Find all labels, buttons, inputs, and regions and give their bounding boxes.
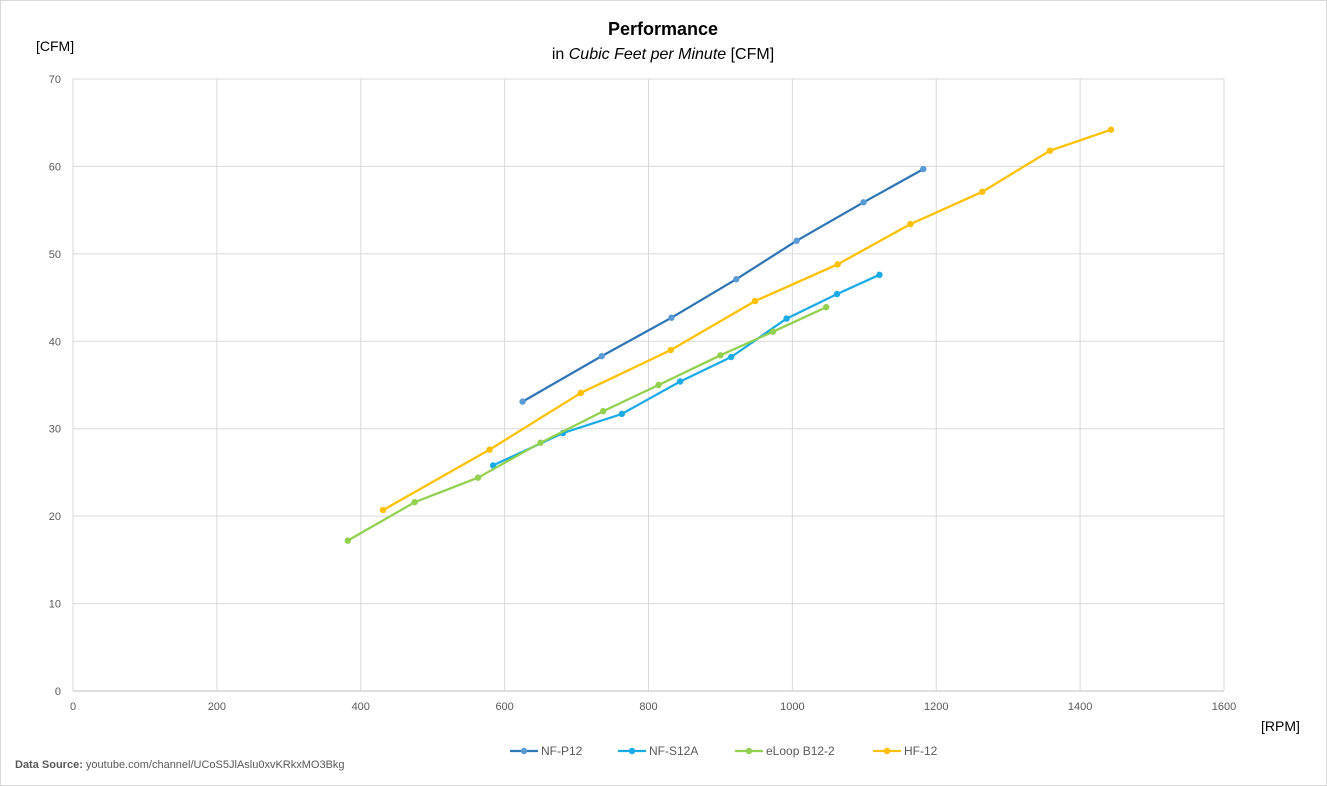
- chart-subtitle: in Cubic Feet per Minute [CFM]: [552, 46, 774, 63]
- legend-item-hf-12: HF-12: [873, 744, 938, 758]
- series-nf-s12a: [489, 271, 883, 469]
- data-point-eloop-b12-2: [655, 381, 662, 389]
- data-point-nf-p12: [860, 199, 867, 206]
- x-tick-label: 400: [352, 701, 370, 713]
- data-point-nf-s12a: [489, 462, 497, 469]
- data-point-hf-12: [486, 446, 493, 453]
- data-point-eloop-b12-2: [599, 408, 607, 415]
- data-point-eloop-b12-2: [537, 439, 544, 446]
- series-eloop-b12-2: [344, 303, 830, 544]
- tick-labels: 0 10 20 30 40 50 60 70 0 200 400 600 800 1000 1200 1400…: [49, 74, 1236, 713]
- x-tick-label: 800: [639, 701, 657, 713]
- data-point-eloop-b12-2: [717, 352, 724, 359]
- y-tick-label: 30: [49, 424, 61, 436]
- y-tick-label: 70: [49, 74, 61, 86]
- legend-item-nf-s12a: NF-S12A: [618, 744, 698, 758]
- legend-label: NF-P12: [541, 744, 583, 758]
- x-axis-unit-label: [RPM]: [1261, 718, 1300, 734]
- y-tick-label: 10: [49, 599, 61, 611]
- gridlines: [72, 78, 1225, 692]
- x-tick-label: 1400: [1068, 701, 1092, 713]
- y-tick-label: 40: [49, 336, 61, 348]
- data-point-nf-p12: [668, 314, 675, 321]
- x-tick-label: 600: [495, 701, 513, 713]
- legend-swatch-marker: [745, 747, 753, 755]
- series-lines: [344, 126, 1115, 544]
- data-point-eloop-b12-2: [474, 474, 482, 481]
- data-source-text: youtube.com/channel/UCoS5JlAslu0xvKRkxMO…: [83, 759, 345, 771]
- legend-label: NF-S12A: [649, 744, 698, 758]
- data-point-hf-12: [1107, 126, 1115, 133]
- data-point-eloop-b12-2: [769, 328, 777, 335]
- x-tick-label: 1000: [780, 701, 804, 713]
- x-tick-label: 1200: [924, 701, 948, 713]
- data-source-label: Data Source:: [15, 759, 83, 771]
- data-point-nf-s12a: [876, 271, 883, 279]
- data-point-nf-s12a: [618, 410, 626, 418]
- data-point-hf-12: [751, 297, 759, 305]
- legend-swatch-marker: [520, 747, 528, 755]
- data-source-note: Data Source: youtube.com/channel/UCoS5Jl…: [15, 759, 345, 771]
- data-point-hf-12: [907, 220, 914, 228]
- legend-item-eloop-b12-2: eLoop B12-2: [735, 744, 835, 758]
- x-tick-label: 0: [70, 701, 76, 713]
- legend-swatch-marker: [883, 747, 891, 755]
- y-tick-label: 60: [49, 161, 61, 173]
- data-point-hf-12: [834, 261, 841, 268]
- x-tick-label: 200: [208, 701, 226, 713]
- data-point-nf-p12: [920, 165, 927, 173]
- chart-title: Performance: [608, 19, 718, 39]
- y-tick-label: 20: [49, 511, 61, 523]
- y-axis-unit-label: [CFM]: [36, 38, 74, 54]
- data-point-hf-12: [577, 389, 585, 397]
- legend-label: eLoop B12-2: [766, 744, 835, 758]
- data-point-hf-12: [379, 506, 387, 514]
- data-point-nf-s12a: [676, 378, 684, 385]
- data-point-nf-p12: [598, 352, 605, 360]
- data-point-nf-s12a: [728, 353, 735, 361]
- data-point-hf-12: [1046, 147, 1054, 154]
- chart-subtitle-suffix: [CFM]: [726, 46, 774, 63]
- legend: NF-P12 NF-S12A eLoop B12-2 HF-12: [510, 744, 938, 758]
- x-tick-label: 1600: [1212, 701, 1236, 713]
- data-point-nf-p12: [793, 237, 800, 244]
- data-point-hf-12: [979, 188, 986, 195]
- series-hf-12: [379, 126, 1115, 514]
- chart-subtitle-italic: Cubic Feet per Minute: [569, 46, 727, 63]
- data-point-nf-s12a: [833, 290, 841, 298]
- chart-subtitle-prefix: in: [552, 46, 569, 63]
- series-line-hf-12: [382, 128, 1112, 511]
- legend-item-nf-p12: NF-P12: [510, 744, 583, 758]
- legend-label: HF-12: [904, 744, 938, 758]
- data-point-nf-p12: [733, 276, 740, 283]
- legend-swatch-marker: [628, 747, 636, 755]
- data-point-nf-p12: [519, 398, 526, 405]
- y-tick-label: 50: [49, 249, 61, 261]
- data-point-eloop-b12-2: [344, 537, 352, 544]
- data-point-hf-12: [667, 346, 675, 354]
- y-tick-label: 0: [55, 686, 61, 698]
- data-point-eloop-b12-2: [822, 303, 830, 311]
- data-point-eloop-b12-2: [411, 498, 418, 506]
- data-point-nf-s12a: [783, 315, 790, 322]
- series-nf-p12: [519, 165, 927, 405]
- series-line-nf-s12a: [492, 273, 880, 467]
